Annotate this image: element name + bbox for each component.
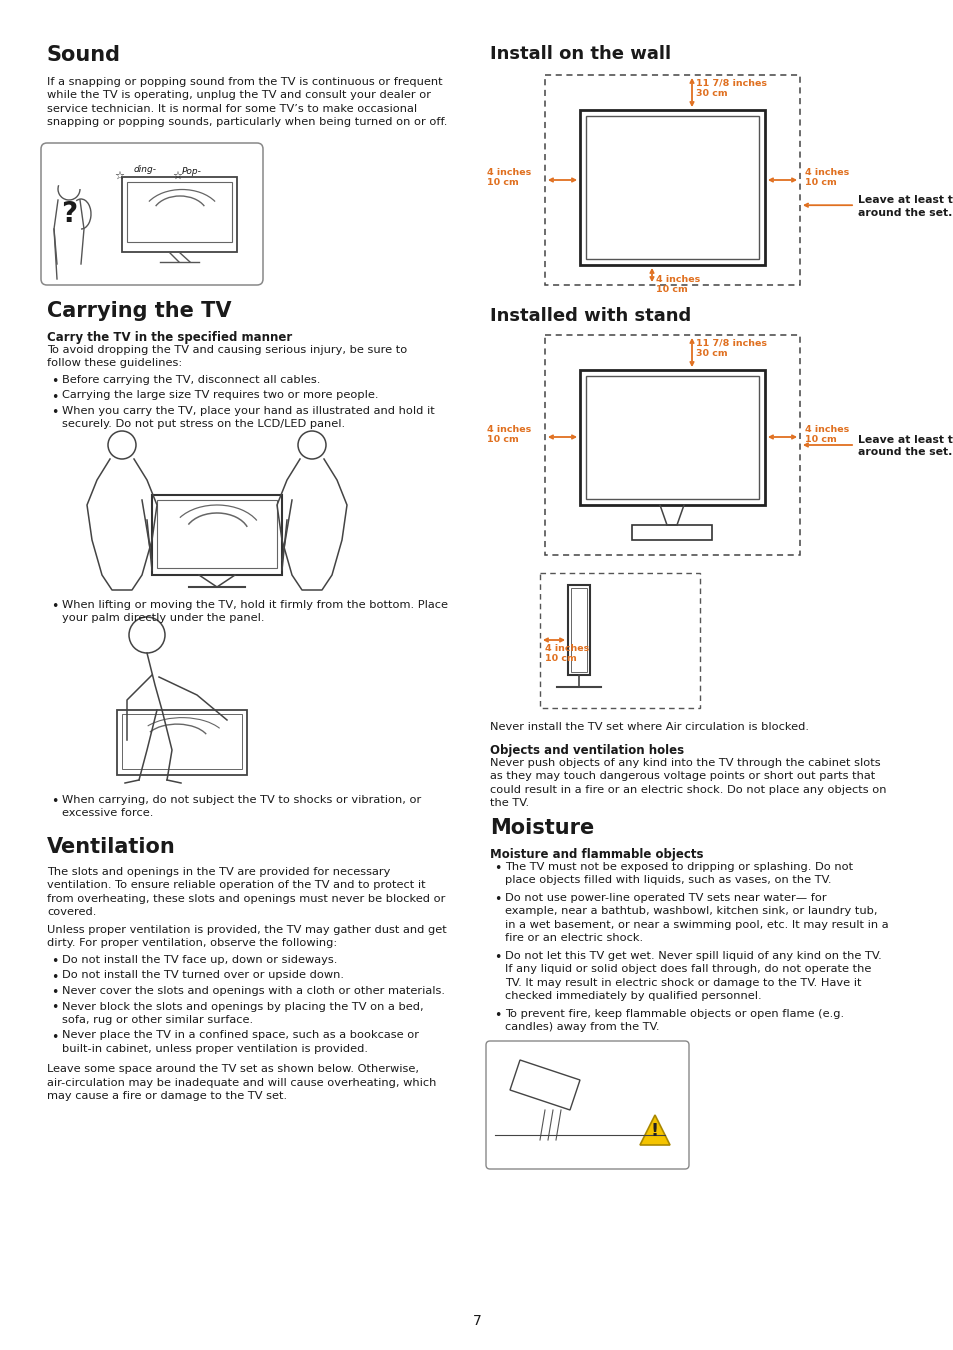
- Text: Leave some space around the TV set as shown below. Otherwise,
air-circulation ma: Leave some space around the TV set as sh…: [47, 1065, 436, 1102]
- Text: ?: ?: [61, 200, 77, 228]
- Text: Leave at least this space
around the set.: Leave at least this space around the set…: [857, 196, 953, 217]
- Text: •: •: [494, 892, 501, 906]
- Text: The TV must not be exposed to dripping or splashing. Do not
place objects filled: The TV must not be exposed to dripping o…: [504, 863, 852, 886]
- Text: •: •: [494, 1008, 501, 1022]
- Text: Never block the slots and openings by placing the TV on a bed,
sofa, rug or othe: Never block the slots and openings by pl…: [62, 1002, 423, 1025]
- Text: To avoid dropping the TV and causing serious injury, be sure to
follow these gui: To avoid dropping the TV and causing ser…: [47, 346, 407, 369]
- Text: 11 7/8 inches
30 cm: 11 7/8 inches 30 cm: [696, 80, 766, 99]
- Text: The slots and openings in the TV are provided for necessary
ventilation. To ensu: The slots and openings in the TV are pro…: [47, 867, 445, 917]
- Text: •: •: [51, 406, 58, 418]
- Text: Carrying the large size TV requires two or more people.: Carrying the large size TV requires two …: [62, 390, 378, 401]
- Text: When lifting or moving the TV, hold it firmly from the bottom. Place
your palm d: When lifting or moving the TV, hold it f…: [62, 599, 448, 624]
- Text: Never install the TV set where Air circulation is blocked.: Never install the TV set where Air circu…: [490, 722, 808, 732]
- Bar: [539, 572, 700, 707]
- Text: When carrying, do not subject the TV to shocks or vibration, or
excessive force.: When carrying, do not subject the TV to …: [62, 795, 421, 818]
- Bar: [585, 116, 759, 259]
- Text: Objects and ventilation holes: Objects and ventilation holes: [490, 744, 683, 757]
- Bar: [152, 495, 282, 575]
- Polygon shape: [639, 1115, 669, 1145]
- Text: Pop-: Pop-: [182, 167, 202, 176]
- Text: •: •: [51, 971, 58, 984]
- Text: Moisture and flammable objects: Moisture and flammable objects: [490, 848, 702, 861]
- Text: •: •: [494, 863, 501, 875]
- Text: •: •: [51, 599, 58, 613]
- Bar: [122, 177, 236, 252]
- Text: Never place the TV in a confined space, such as a bookcase or
built-in cabinet, : Never place the TV in a confined space, …: [62, 1030, 418, 1054]
- Bar: [117, 710, 247, 775]
- Text: •: •: [51, 795, 58, 809]
- Text: 4 inches
10 cm: 4 inches 10 cm: [656, 275, 700, 294]
- Text: Installed with stand: Installed with stand: [490, 306, 691, 325]
- Text: Leave at least this space
around the set.: Leave at least this space around the set…: [857, 435, 953, 458]
- Text: To prevent fire, keep flammable objects or open flame (e.g.
candles) away from t: To prevent fire, keep flammable objects …: [504, 1008, 843, 1033]
- Text: Do not install the TV turned over or upside down.: Do not install the TV turned over or ups…: [62, 971, 344, 980]
- Bar: [631, 525, 711, 540]
- Text: Before carrying the TV, disconnect all cables.: Before carrying the TV, disconnect all c…: [62, 375, 320, 385]
- Text: •: •: [51, 375, 58, 387]
- Text: 4 inches
10 cm: 4 inches 10 cm: [486, 425, 531, 444]
- Bar: [127, 182, 232, 242]
- Text: Carrying the TV: Carrying the TV: [47, 301, 232, 321]
- Text: •: •: [494, 950, 501, 964]
- FancyBboxPatch shape: [41, 143, 263, 285]
- Bar: [579, 109, 764, 265]
- Bar: [579, 370, 764, 505]
- Text: Ventilation: Ventilation: [47, 837, 175, 857]
- FancyBboxPatch shape: [485, 1041, 688, 1169]
- Text: ding-: ding-: [133, 165, 157, 174]
- Text: If a snapping or popping sound from the TV is continuous or frequent
while the T: If a snapping or popping sound from the …: [47, 77, 447, 127]
- Text: 4 inches
10 cm: 4 inches 10 cm: [804, 167, 848, 188]
- Bar: [122, 714, 242, 770]
- Bar: [585, 377, 759, 500]
- Bar: [567, 585, 589, 675]
- Text: Moisture: Moisture: [490, 818, 594, 838]
- Text: Do not install the TV face up, down or sideways.: Do not install the TV face up, down or s…: [62, 954, 337, 965]
- Text: Do not let this TV get wet. Never spill liquid of any kind on the TV.
If any liq: Do not let this TV get wet. Never spill …: [504, 950, 881, 1002]
- Text: 11 7/8 inches
30 cm: 11 7/8 inches 30 cm: [696, 339, 766, 358]
- Text: ☆: ☆: [172, 171, 182, 181]
- Text: !: !: [650, 1122, 659, 1139]
- Text: •: •: [51, 986, 58, 999]
- Bar: [571, 589, 586, 672]
- Text: Install on the wall: Install on the wall: [490, 45, 670, 63]
- Bar: [544, 76, 800, 285]
- Text: 4 inches
10 cm: 4 inches 10 cm: [544, 644, 589, 663]
- Bar: [544, 335, 800, 555]
- Text: •: •: [51, 390, 58, 404]
- Text: •: •: [51, 1002, 58, 1014]
- Text: Never push objects of any kind into the TV through the cabinet slots
as they may: Never push objects of any kind into the …: [490, 757, 885, 809]
- Text: 4 inches
10 cm: 4 inches 10 cm: [486, 167, 531, 188]
- Text: 4 inches
10 cm: 4 inches 10 cm: [804, 425, 848, 444]
- Text: Unless proper ventilation is provided, the TV may gather dust and get
dirty. For: Unless proper ventilation is provided, t…: [47, 925, 446, 948]
- Text: 7: 7: [472, 1314, 481, 1328]
- Text: Never cover the slots and openings with a cloth or other materials.: Never cover the slots and openings with …: [62, 986, 444, 996]
- Text: Carry the TV in the specified manner: Carry the TV in the specified manner: [47, 331, 292, 344]
- Text: ☆: ☆: [113, 171, 124, 181]
- Text: Sound: Sound: [47, 45, 121, 65]
- Text: Do not use power-line operated TV sets near water— for
example, near a bathtub, : Do not use power-line operated TV sets n…: [504, 892, 887, 944]
- Bar: [157, 500, 276, 568]
- Text: •: •: [51, 954, 58, 968]
- Text: •: •: [51, 1030, 58, 1044]
- Text: When you carry the TV, place your hand as illustrated and hold it
securely. Do n: When you carry the TV, place your hand a…: [62, 406, 435, 429]
